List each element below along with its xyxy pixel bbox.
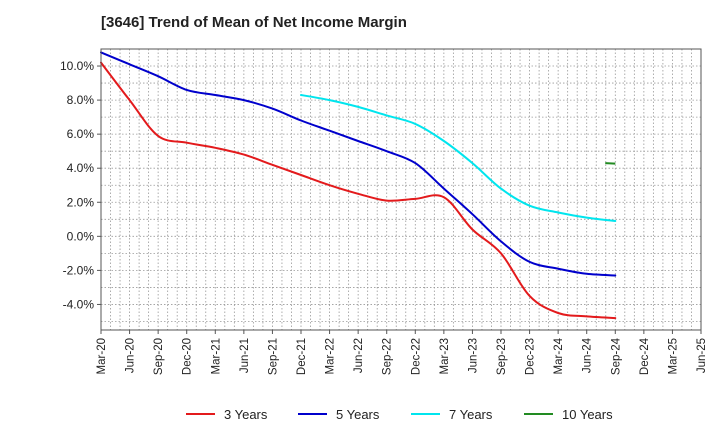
series-line-10-years — [605, 162, 616, 165]
x-tick-label: Jun-20 — [125, 338, 137, 373]
y-tick-label: 8.0% — [67, 93, 95, 107]
legend: 3 Years 5 Years 7 Years 10 Years — [186, 407, 613, 422]
x-tick-label: Mar-25 — [667, 338, 679, 374]
x-tick-label: Mar-23 — [439, 338, 451, 374]
x-tick-label: Jun-24 — [582, 337, 594, 373]
series-line-3-years — [100, 61, 617, 320]
x-tick-label: Dec-22 — [410, 338, 422, 375]
y-tick-label: 10.0% — [60, 59, 94, 73]
legend-label: 7 Years — [449, 407, 493, 422]
x-tick-label: Jun-23 — [467, 338, 479, 373]
y-tick-label: 0.0% — [67, 229, 95, 243]
x-axis: Mar-20 Jun-20 Sep-20 Dec-20 Mar-21 Jun-21 Sep-… — [96, 330, 708, 375]
legend-item-5-years: 5 Years — [298, 407, 380, 422]
x-tick-label: Mar-20 — [96, 338, 108, 374]
x-tick-label: Dec-21 — [296, 338, 308, 375]
x-tick-label: Mar-24 — [553, 337, 565, 374]
x-tick-label: Sep-23 — [496, 338, 508, 375]
legend-label: 10 Years — [562, 407, 613, 422]
x-tick-label: Dec-23 — [525, 338, 537, 375]
y-tick-label: -4.0% — [63, 297, 95, 311]
x-tick-label: Sep-21 — [267, 338, 279, 375]
series-layer — [100, 51, 617, 320]
x-tick-label: Dec-20 — [182, 338, 194, 375]
x-tick-label: Dec-24 — [639, 337, 651, 375]
series-line-5-years — [100, 51, 617, 277]
legend-item-7-years: 7 Years — [411, 407, 493, 422]
legend-item-10-years: 10 Years — [524, 407, 613, 422]
y-axis: -4.0% -2.0% 0.0% 2.0% 4.0% 6.0% 8.0% 10.0% — [60, 59, 101, 311]
legend-item-3-years: 3 Years — [186, 407, 268, 422]
x-tick-label: Sep-22 — [382, 338, 394, 375]
x-tick-label: Mar-22 — [325, 338, 337, 374]
x-tick-label: Mar-21 — [210, 338, 222, 374]
x-tick-label: Jun-25 — [696, 338, 708, 373]
x-tick-label: Sep-24 — [610, 337, 622, 375]
series-line-7-years — [300, 94, 617, 222]
legend-label: 5 Years — [336, 407, 380, 422]
legend-label: 3 Years — [224, 407, 268, 422]
x-tick-label: Sep-20 — [153, 338, 165, 375]
y-tick-label: -2.0% — [63, 263, 95, 277]
y-tick-label: 4.0% — [67, 161, 95, 175]
chart-title: [3646] Trend of Mean of Net Income Margi… — [101, 14, 407, 31]
y-tick-label: 2.0% — [67, 195, 95, 209]
x-tick-label: Jun-22 — [353, 338, 365, 373]
y-tick-label: 6.0% — [67, 127, 95, 141]
x-tick-label: Jun-21 — [239, 338, 251, 373]
plot-frame — [100, 48, 702, 331]
grid — [101, 48, 701, 330]
